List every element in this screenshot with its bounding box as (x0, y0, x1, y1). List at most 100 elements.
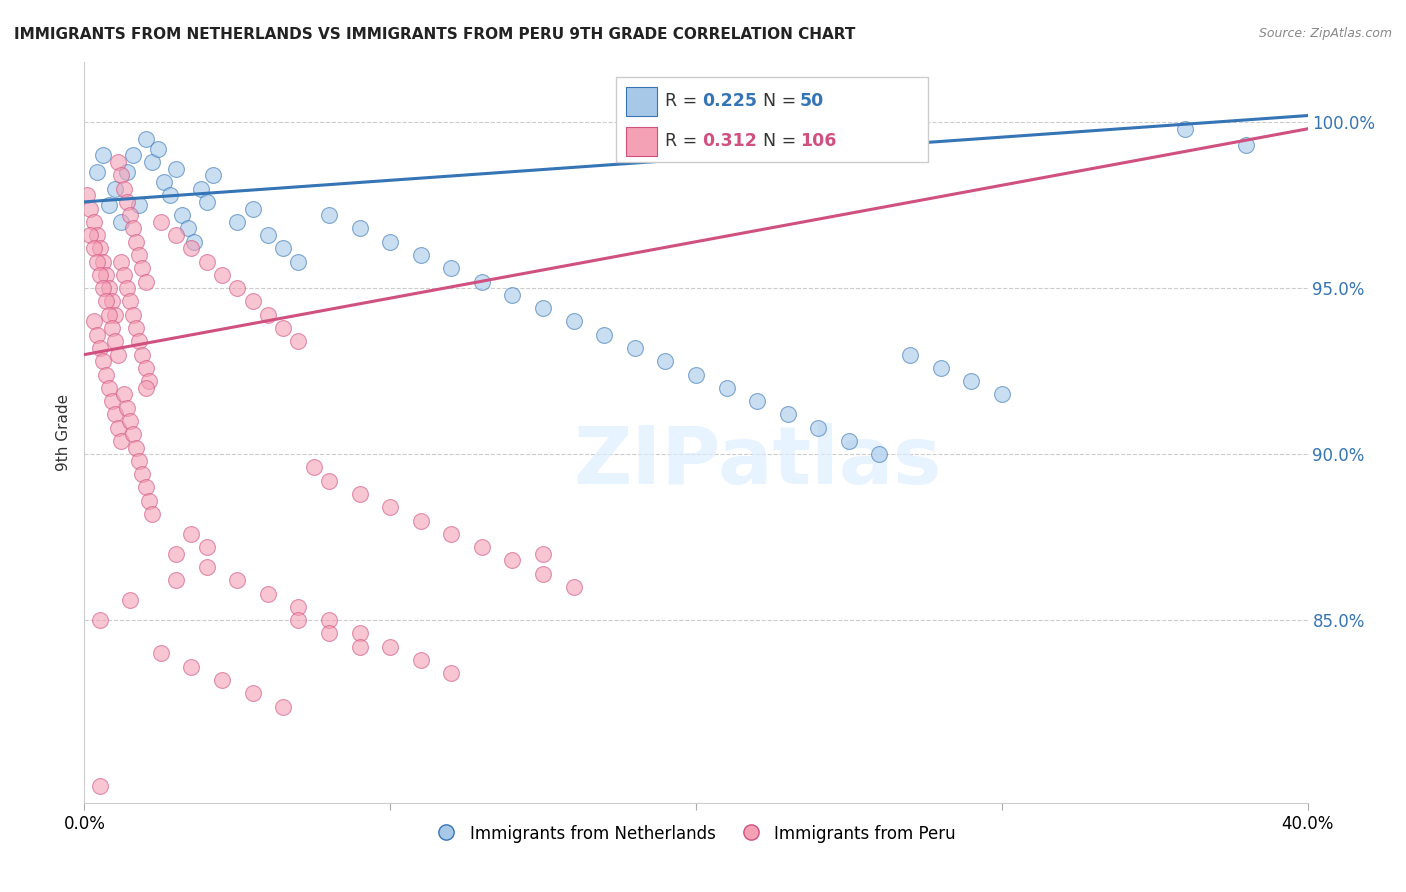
Point (1174, 121, 1197, 136)
Point (86, 254, 108, 268)
Point (104, 334, 127, 349)
Point (242, 202, 264, 216)
Point (89, 341, 111, 355)
Point (991, 387, 1014, 401)
Point (838, 434, 860, 448)
Point (440, 527, 463, 541)
Point (302, 460, 325, 475)
Point (135, 132, 157, 146)
Point (318, 626, 340, 640)
Point (440, 261, 463, 276)
Point (112, 268, 135, 282)
Point (287, 254, 309, 268)
Point (165, 574, 187, 588)
Point (318, 613, 340, 627)
Point (110, 434, 132, 448)
Legend: Immigrants from Netherlands, Immigrants from Peru: Immigrants from Netherlands, Immigrants … (430, 819, 962, 850)
Point (135, 381, 157, 395)
Point (86, 165, 108, 179)
Point (807, 420, 830, 434)
Point (776, 408, 799, 422)
Point (471, 540, 494, 554)
Point (242, 686, 264, 700)
Point (128, 248, 150, 262)
Point (110, 169, 132, 183)
Point (593, 327, 616, 342)
Point (83, 314, 105, 328)
Point (211, 673, 233, 687)
Point (141, 507, 163, 521)
Text: Source: ZipAtlas.com: Source: ZipAtlas.com (1258, 27, 1392, 40)
Point (183, 235, 205, 249)
Point (135, 275, 157, 289)
Point (101, 321, 124, 335)
Text: R =: R = (665, 92, 703, 110)
Text: 106: 106 (800, 132, 837, 150)
Point (125, 321, 148, 335)
Point (149, 215, 172, 229)
Point (177, 221, 200, 235)
Point (1236, 138, 1258, 153)
Point (257, 587, 280, 601)
Point (685, 368, 707, 382)
Point (101, 294, 124, 309)
Point (165, 228, 187, 243)
Point (97, 198, 120, 212)
Point (97, 381, 120, 395)
Point (409, 514, 432, 528)
Point (195, 540, 218, 554)
Point (195, 560, 218, 574)
Point (287, 334, 309, 349)
Point (716, 381, 738, 395)
Text: IMMIGRANTS FROM NETHERLANDS VS IMMIGRANTS FROM PERU 9TH GRADE CORRELATION CHART: IMMIGRANTS FROM NETHERLANDS VS IMMIGRANT… (14, 27, 855, 42)
Point (122, 148, 145, 162)
Text: ZIPatlas: ZIPatlas (574, 423, 941, 501)
Point (128, 198, 150, 212)
Point (122, 427, 145, 442)
Point (562, 314, 585, 328)
Text: N =: N = (763, 92, 801, 110)
Point (120, 294, 142, 309)
Point (287, 599, 309, 614)
Point (380, 500, 402, 515)
Point (115, 165, 138, 179)
Point (115, 194, 138, 209)
Point (107, 420, 129, 434)
Point (91, 281, 114, 295)
Point (131, 467, 153, 482)
Point (146, 142, 169, 156)
Point (349, 640, 371, 654)
Point (257, 308, 280, 322)
Point (929, 360, 952, 375)
Point (349, 487, 371, 501)
Point (440, 666, 463, 681)
Point (131, 261, 153, 276)
Point (120, 208, 142, 222)
Point (138, 374, 160, 388)
Point (107, 155, 129, 169)
Point (141, 155, 163, 169)
Point (271, 241, 294, 255)
Point (654, 354, 676, 368)
Point (165, 547, 187, 561)
Point (226, 215, 249, 229)
Point (349, 626, 371, 640)
Point (128, 334, 150, 349)
Point (91, 354, 114, 368)
Point (318, 474, 340, 488)
Point (271, 321, 294, 335)
Point (380, 235, 402, 249)
Point (226, 574, 249, 588)
Point (409, 248, 432, 262)
Point (122, 221, 145, 235)
Point (960, 374, 983, 388)
Point (502, 553, 524, 567)
Point (89, 613, 111, 627)
Point (131, 348, 153, 362)
Point (531, 547, 554, 561)
Point (97, 281, 120, 295)
Text: 50: 50 (800, 92, 824, 110)
Point (318, 208, 340, 222)
Point (97, 308, 120, 322)
Point (349, 221, 371, 235)
